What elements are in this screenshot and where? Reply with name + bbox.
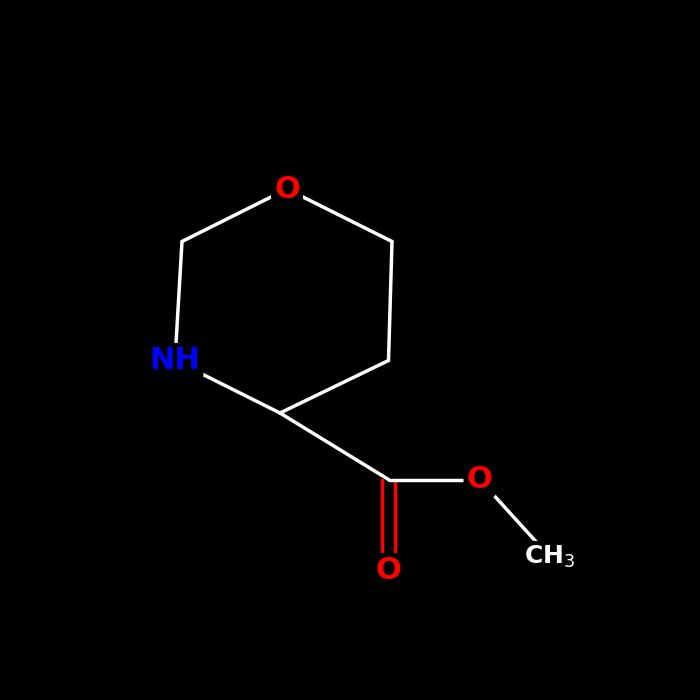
- Text: CH$_3$: CH$_3$: [524, 543, 575, 570]
- Text: NH: NH: [150, 346, 200, 375]
- Text: O: O: [376, 556, 401, 585]
- Text: O: O: [467, 465, 492, 494]
- Text: O: O: [274, 174, 300, 204]
